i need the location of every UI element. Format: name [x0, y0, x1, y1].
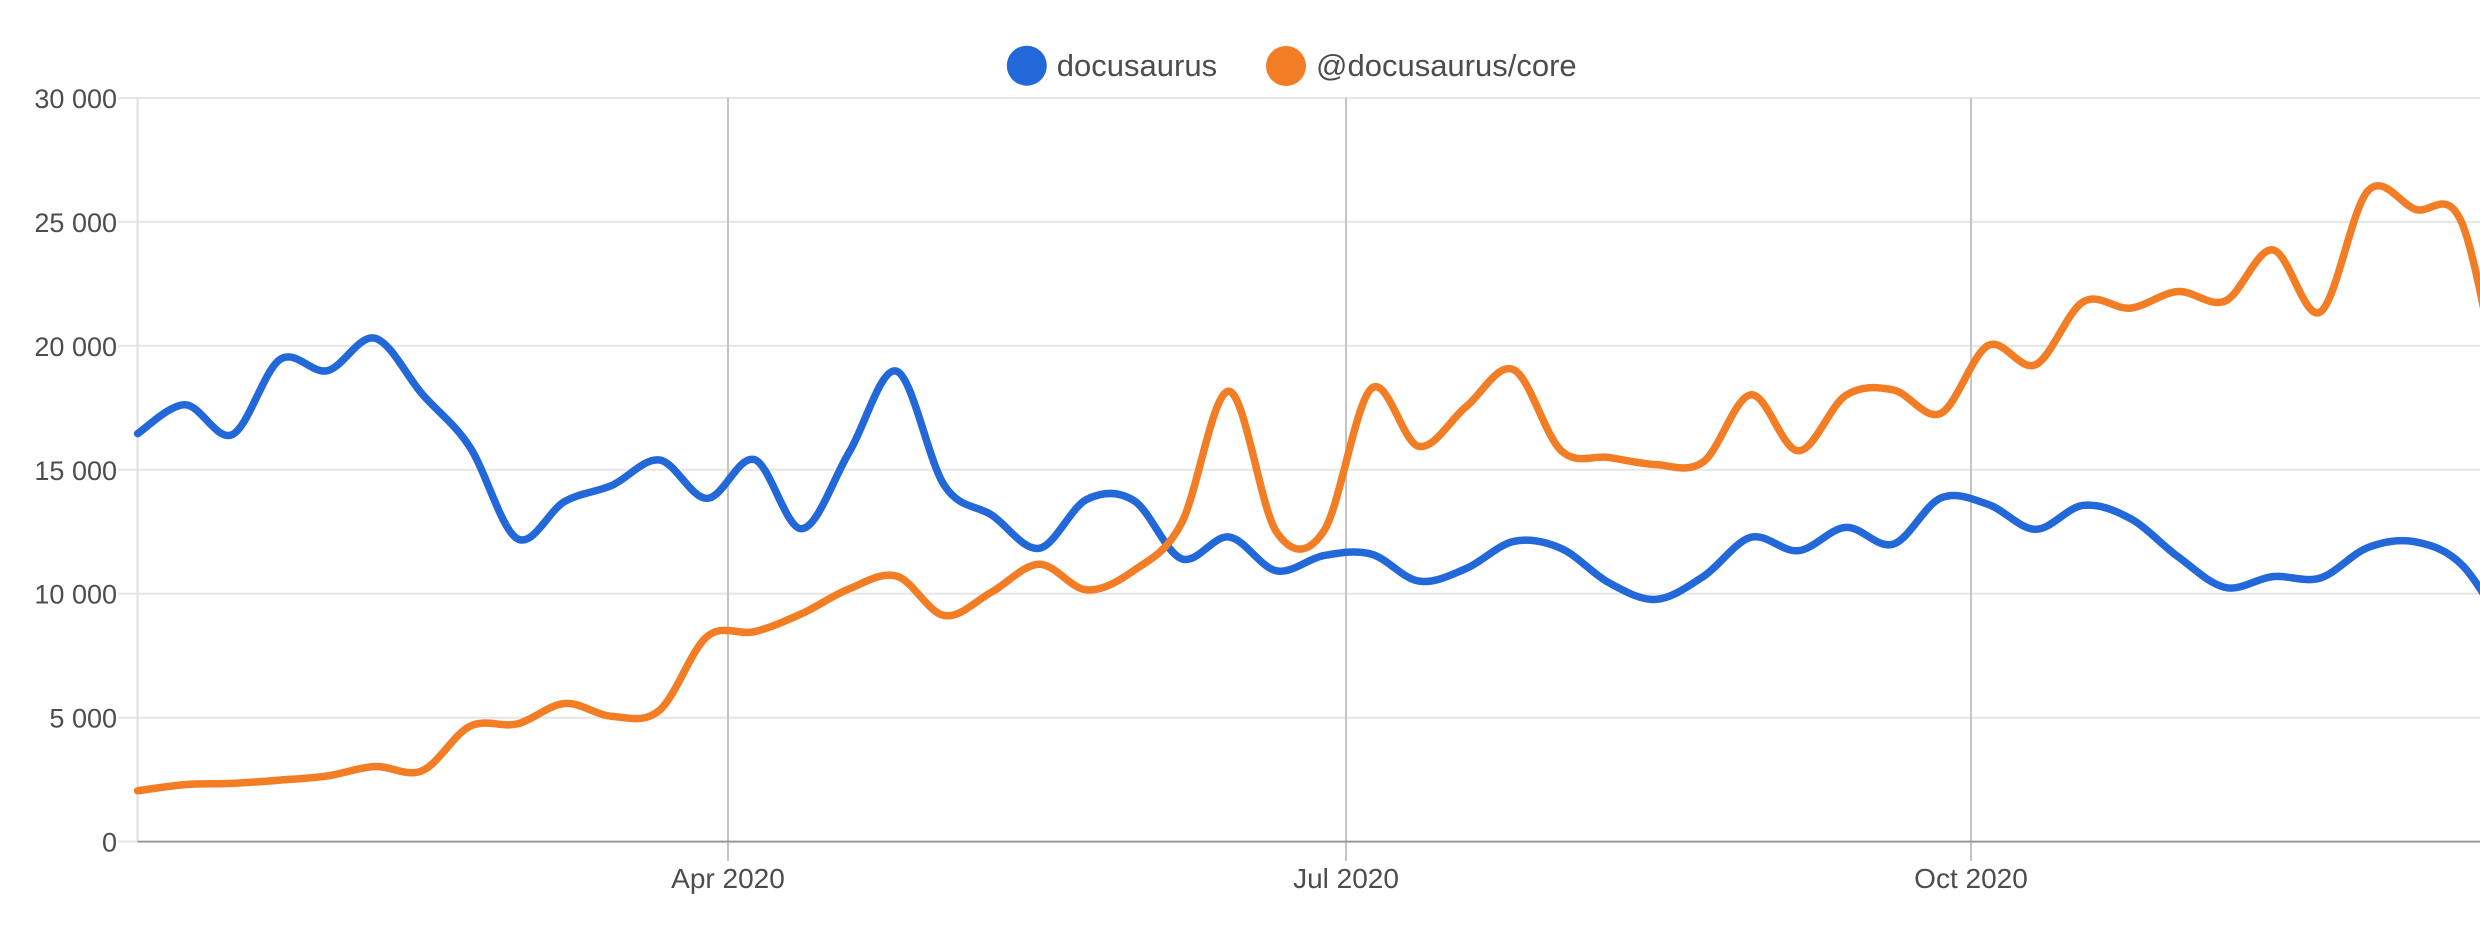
svg-text:0: 0: [102, 828, 117, 858]
svg-text:20 000: 20 000: [34, 332, 117, 362]
svg-text:@docusaurus/core: @docusaurus/core: [1316, 48, 1577, 83]
svg-text:10 000: 10 000: [34, 580, 117, 610]
svg-text:Oct 2020: Oct 2020: [1914, 863, 2028, 894]
svg-text:25 000: 25 000: [34, 208, 117, 238]
svg-text:docusaurus: docusaurus: [1057, 48, 1217, 83]
svg-text:5 000: 5 000: [49, 704, 117, 734]
svg-text:15 000: 15 000: [34, 456, 117, 486]
svg-text:Jul 2020: Jul 2020: [1293, 863, 1399, 894]
svg-text:30 000: 30 000: [34, 84, 117, 114]
svg-text:Apr 2020: Apr 2020: [671, 863, 785, 894]
